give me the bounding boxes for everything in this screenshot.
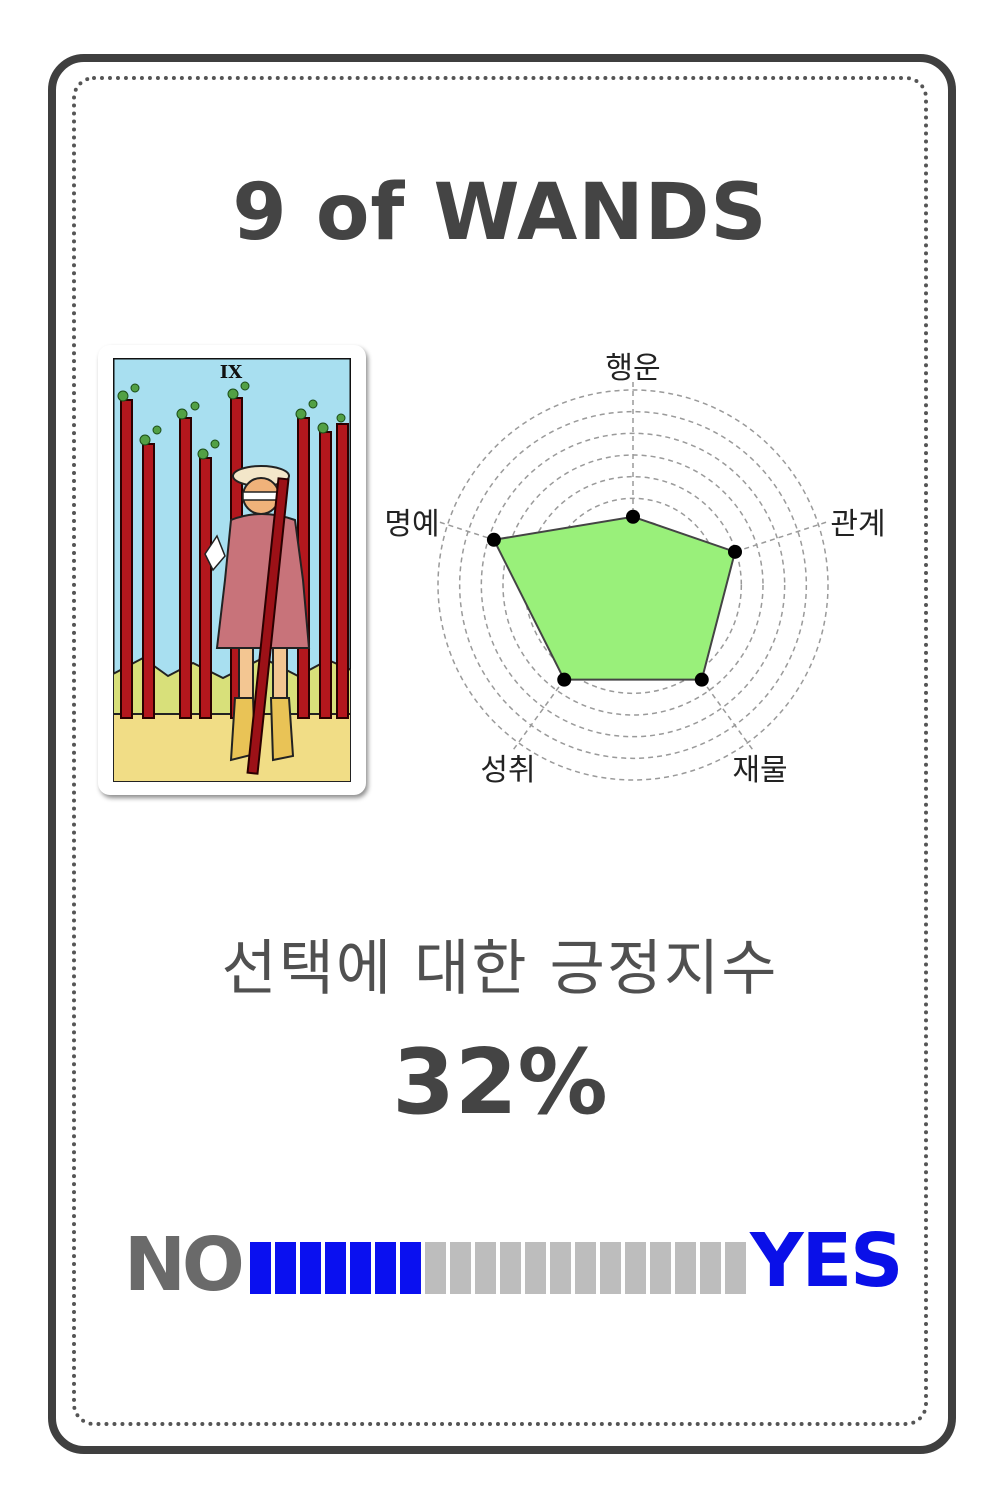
positivity-heading: 선택에 대한 긍정지수 (221, 934, 779, 1004)
yes-no-meter: NO YES (120, 1218, 903, 1308)
meter-segment (499, 1242, 522, 1294)
radar-point-3 (557, 672, 572, 687)
radar-point-4 (486, 532, 501, 547)
meter-segment (574, 1242, 597, 1294)
meter-segment (349, 1242, 372, 1294)
radar-ring (480, 432, 786, 738)
axis-label-luck: 행운 (605, 351, 660, 386)
meter-segment (624, 1242, 647, 1294)
tarot-card-image: IX (98, 345, 366, 795)
meter-segment (449, 1242, 472, 1294)
radar-ring (458, 410, 808, 760)
nine-of-wands-illustration: IX (113, 358, 351, 782)
radar-ring (523, 475, 743, 695)
meter-segment (399, 1242, 422, 1294)
positivity-percent: 32% (392, 1030, 608, 1135)
axis-label-achievement: 성취 (480, 753, 535, 788)
axis-label-honor: 명예 (384, 507, 439, 542)
radar-polygon (492, 515, 737, 681)
meter-segment (649, 1242, 672, 1294)
radar-points (486, 509, 743, 687)
meter-segment (699, 1242, 722, 1294)
radar-chart: 행운 관계 재물 성취 명예 (384, 351, 885, 788)
no-label: NO (124, 1222, 245, 1308)
meter-segment (424, 1242, 447, 1294)
radar-ring (437, 389, 829, 781)
axis-label-wealth: 재물 (732, 753, 787, 788)
meter-segment (549, 1242, 572, 1294)
radar-point-2 (694, 672, 709, 687)
meter-segment (299, 1242, 322, 1294)
card-title: 9 of WANDS (232, 168, 768, 258)
card-roman-numeral: IX (220, 362, 242, 383)
radar-point-0 (626, 509, 640, 524)
yes-label: YES (750, 1218, 903, 1304)
meter-segment (250, 1242, 272, 1294)
axis-label-relationship: 관계 (830, 507, 885, 542)
meter-segment (474, 1242, 497, 1294)
meter-segment (674, 1242, 697, 1294)
meter-segment (524, 1242, 547, 1294)
card-dotted-border (72, 76, 928, 1426)
meter-segment (374, 1242, 397, 1294)
meter-segment (599, 1242, 622, 1294)
meter-segment (274, 1242, 297, 1294)
meter-segment (724, 1242, 747, 1294)
meter-segment (324, 1242, 347, 1294)
radar-point-1 (728, 544, 743, 559)
meter-bar (250, 1242, 750, 1294)
